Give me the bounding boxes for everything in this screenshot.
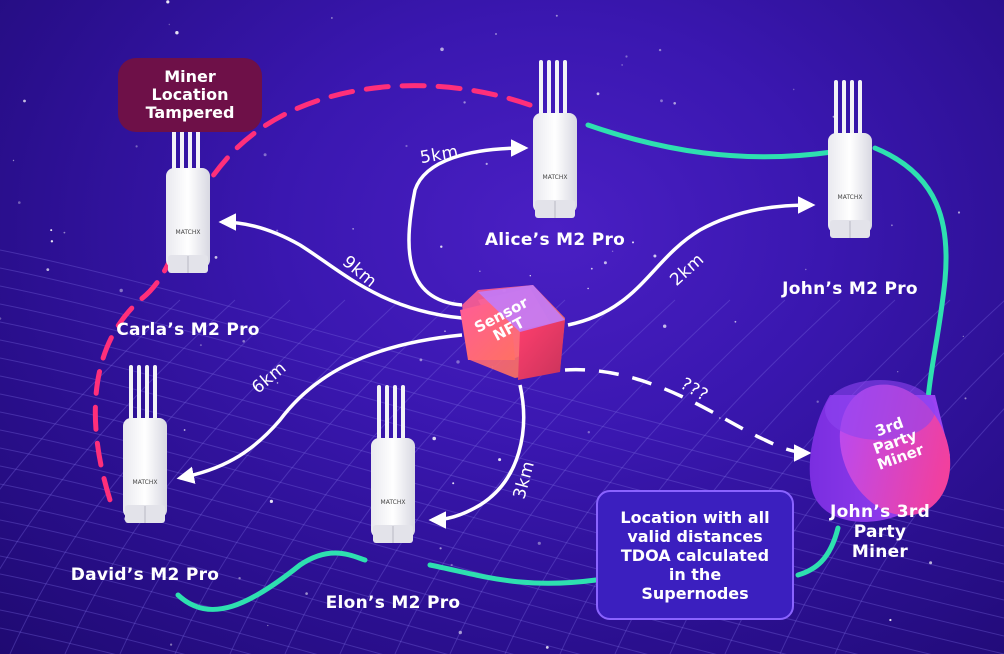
sensor-nft-cube xyxy=(460,285,565,380)
tdoa-line-5: Supernodes xyxy=(641,583,749,603)
miner-brand-logo: MATCHX xyxy=(176,229,201,236)
tampered-line-3: Tampered xyxy=(145,103,235,122)
john-third-party-line-2: Party xyxy=(853,522,907,542)
john-third-party-line-1: John’s 3rd xyxy=(829,502,931,522)
miners-group: MATCHX MATCHX MATCHX MATCHX MATCHX xyxy=(123,60,872,543)
arrow-sensor-alice xyxy=(407,139,529,307)
tdoa-line-4: in the xyxy=(668,564,722,584)
david-miner-label: David’s M2 Pro xyxy=(70,565,220,585)
tampered-warning-box: Miner Location Tampered xyxy=(118,58,262,132)
arrow-sensor-carla xyxy=(218,213,463,320)
arrow-sensor-thirdparty-dashed xyxy=(564,368,812,462)
miner-alice: MATCHX xyxy=(533,60,577,218)
john-third-party-label: John’s 3rd Party Miner xyxy=(830,502,930,562)
tdoa-line-2: valid distances xyxy=(627,526,763,546)
teal-link-thirdparty-supernodes xyxy=(795,525,841,578)
miner-brand-logo: MATCHX xyxy=(133,479,158,486)
miner-carla: MATCHX xyxy=(166,115,210,273)
arrow-sensor-john xyxy=(567,196,816,327)
elon-miner-label: Elon’s M2 Pro xyxy=(325,593,461,613)
miner-brand-logo: MATCHX xyxy=(381,499,406,506)
tdoa-line-1: Location with all xyxy=(620,507,770,527)
tampered-line-2: Location xyxy=(151,85,229,104)
third-party-miner-cylinder xyxy=(809,380,951,522)
miner-david: MATCHX xyxy=(123,365,167,523)
miner-brand-logo: MATCHX xyxy=(838,194,863,201)
miner-john: MATCHX xyxy=(828,80,872,238)
john-third-party-line-3: Miner xyxy=(851,542,909,562)
teal-link-john-thirdparty xyxy=(872,145,949,403)
arrow-sensor-elon xyxy=(428,384,526,529)
supernodes-tdoa-box: Location with all valid distances TDOA c… xyxy=(596,490,794,620)
background-grid-mesh xyxy=(0,249,1004,654)
teal-link-david-elon xyxy=(175,550,368,612)
teal-link-elon-supernodes xyxy=(427,562,599,586)
miner-elon: MATCHX xyxy=(371,385,415,543)
tdoa-line-3: TDOA calculated xyxy=(620,545,770,565)
carla-miner-label: Carla’s M2 Pro xyxy=(116,320,260,340)
arrow-sensor-david xyxy=(176,333,463,484)
miner-brand-logo: MATCHX xyxy=(543,174,568,181)
john-miner-label: John’s M2 Pro xyxy=(782,279,918,299)
tampered-line-1: Miner xyxy=(164,67,216,86)
teal-link-alice-john xyxy=(585,122,835,160)
alice-miner-label: Alice’s M2 Pro xyxy=(484,230,626,250)
